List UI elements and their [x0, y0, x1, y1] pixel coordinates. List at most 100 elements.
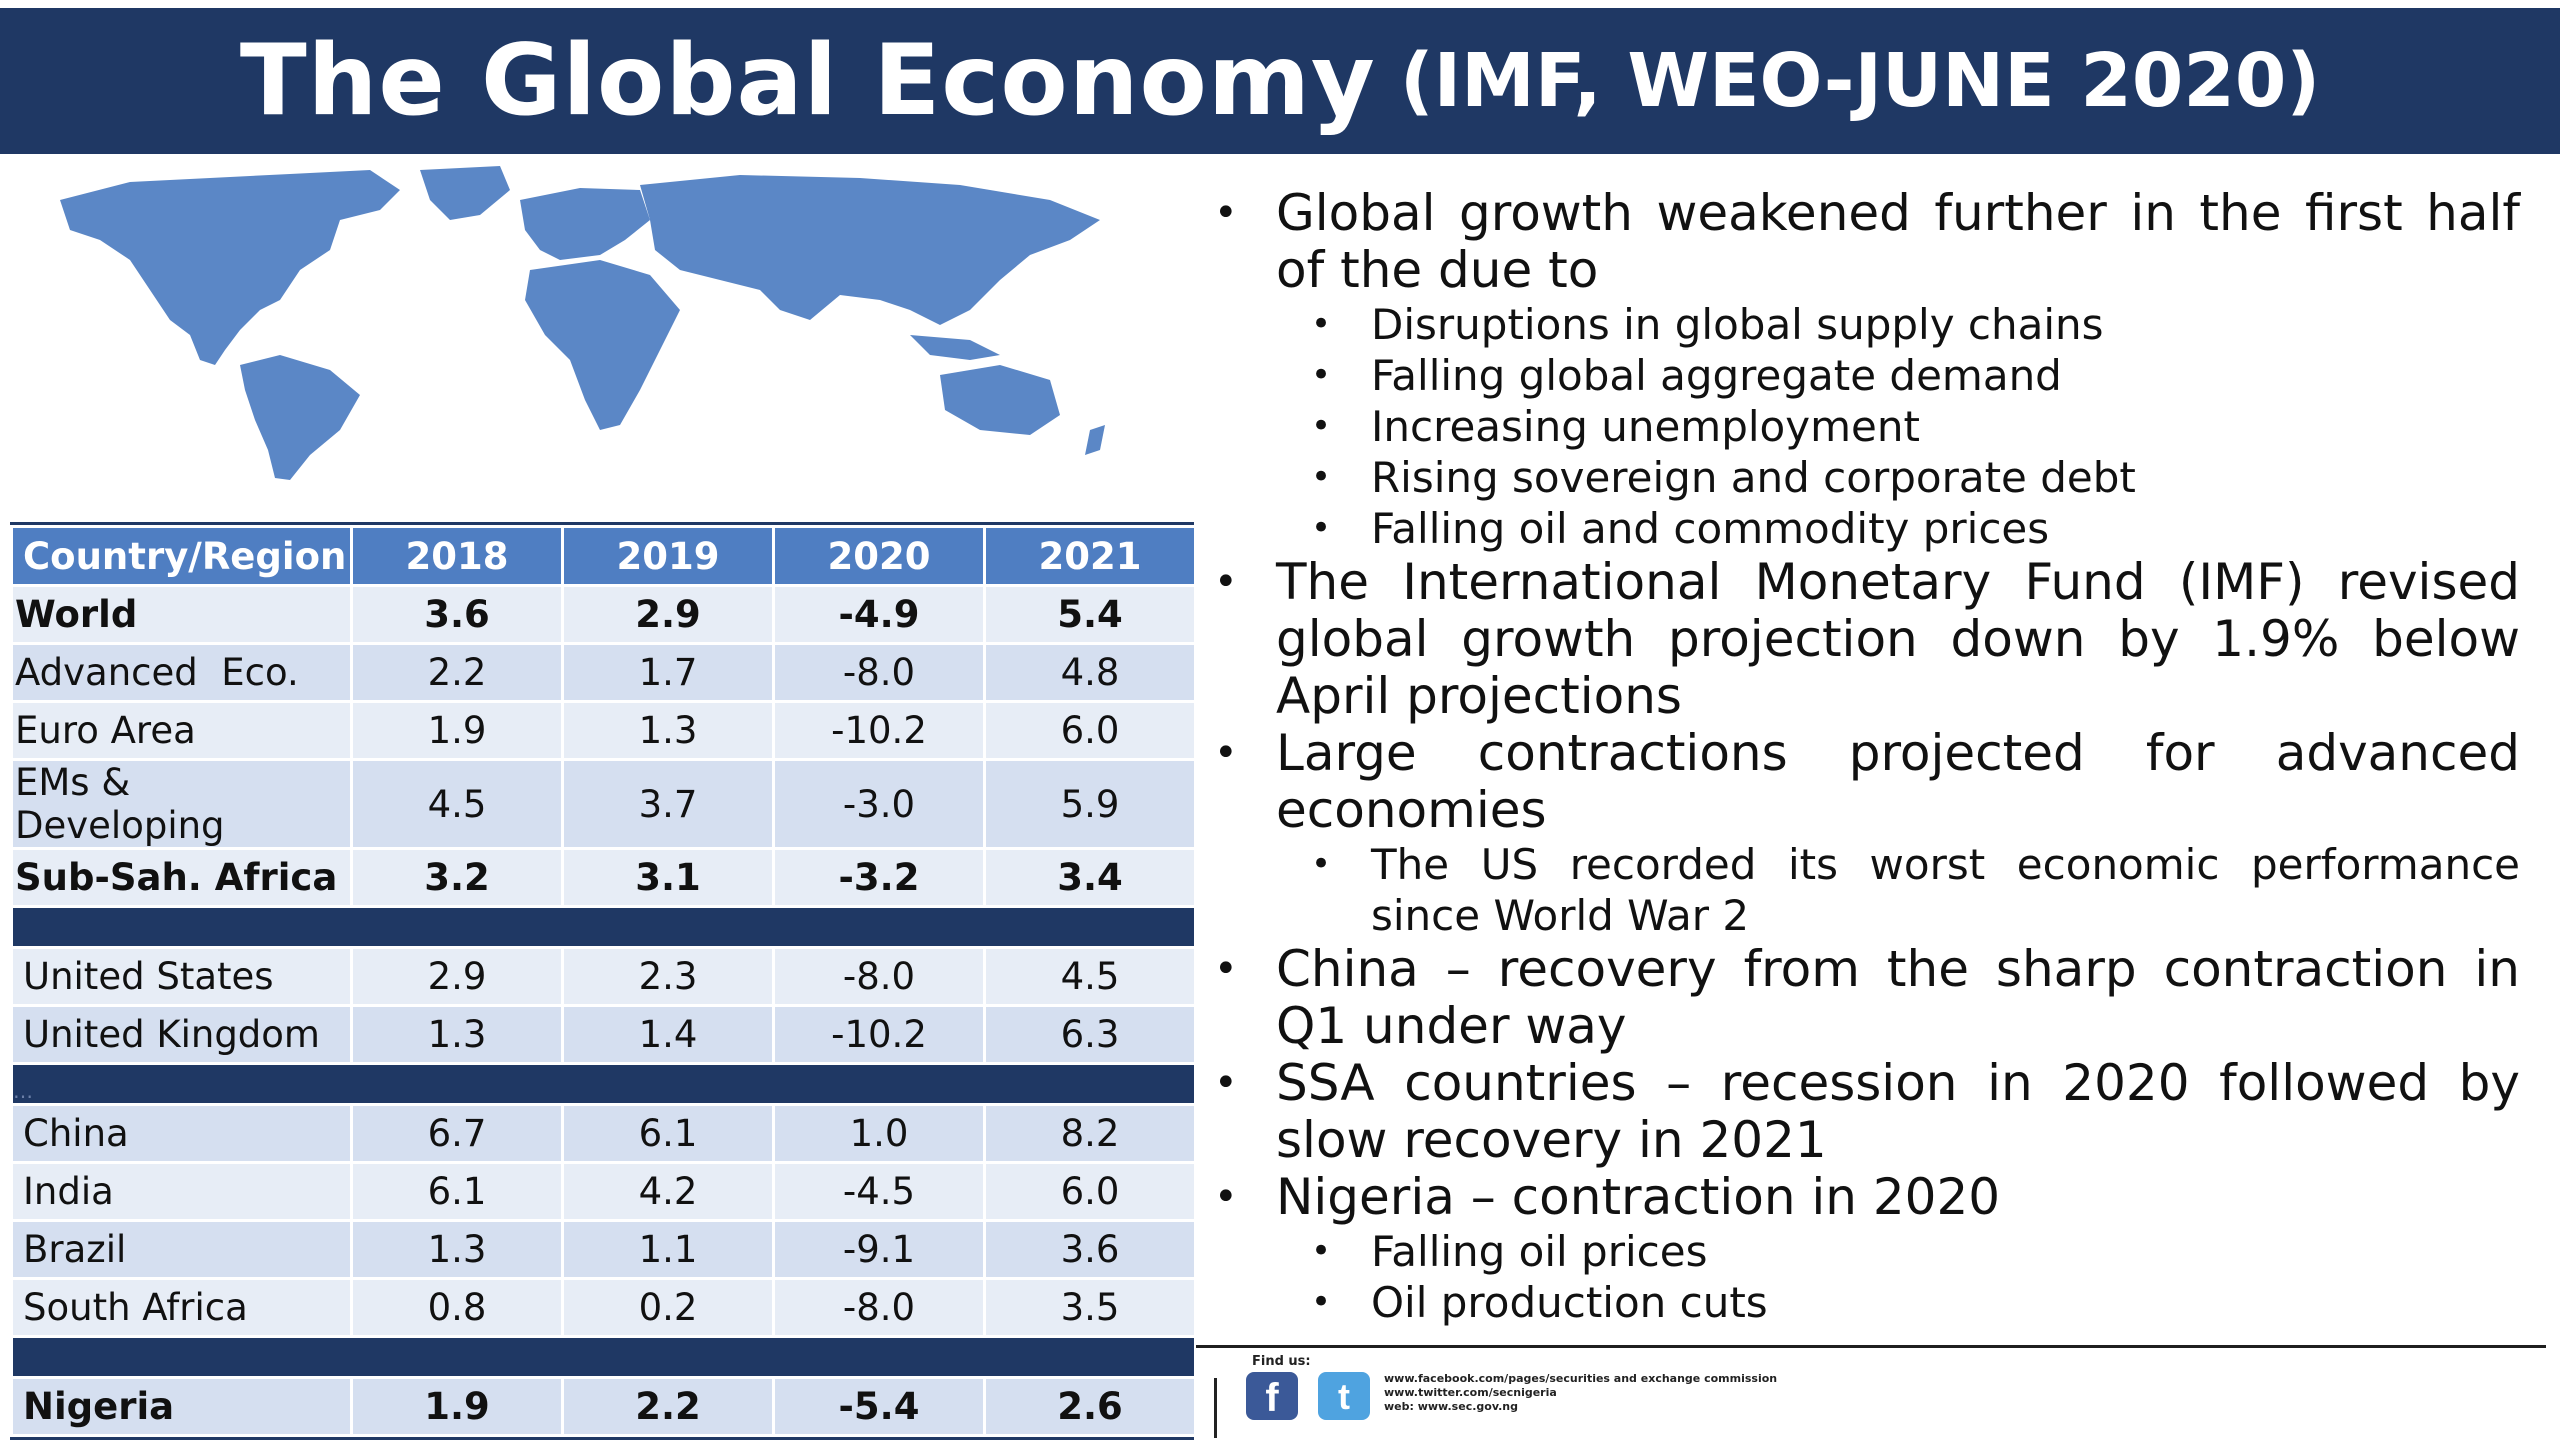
sub-bullet-item: Oil production cuts: [1208, 1277, 2520, 1328]
footer-bar: [1214, 1378, 1217, 1438]
row-label: EMs & Developing: [10, 758, 353, 850]
bullet-list: Global growth weakened further in the fi…: [1208, 185, 2520, 1329]
cell: 3.5: [983, 1277, 1197, 1338]
row-label: Euro Area: [10, 700, 353, 761]
table-row: United States 2.9 2.3 -8.0 4.5: [10, 946, 1197, 1007]
growth-table: Country/Region 2018 2019 2020 2021 World…: [10, 525, 1197, 1437]
table-row: World 3.6 2.9 -4.9 5.4: [10, 584, 1197, 645]
cell: 6.1: [350, 1161, 564, 1222]
cell: 5.4: [983, 584, 1197, 645]
cell: -9.1: [772, 1219, 986, 1280]
row-label: Brazil: [10, 1219, 353, 1280]
footer-links: www.facebook.com/pages/securities and ex…: [1384, 1372, 1777, 1414]
cell: 6.1: [561, 1103, 775, 1164]
cell: 2.6: [983, 1376, 1197, 1437]
row-label: China: [10, 1103, 353, 1164]
cell: 4.5: [983, 946, 1197, 1007]
table-row: Advanced Eco. 2.2 1.7 -8.0 4.8: [10, 642, 1197, 703]
cell: 1.0: [772, 1103, 986, 1164]
page-title: The Global Economy: [239, 24, 1376, 138]
cell: -3.2: [772, 847, 986, 908]
row-label: Nigeria: [10, 1376, 353, 1437]
footer-divider: [1196, 1345, 2546, 1348]
cell: 1.1: [561, 1219, 775, 1280]
cell: -3.0: [772, 758, 986, 850]
col-header-2019: 2019: [561, 525, 775, 587]
table-separator: …: [10, 1062, 1197, 1106]
cell: 3.6: [983, 1219, 1197, 1280]
sub-bullet-item: Rising sovereign and corporate debt: [1208, 452, 2520, 503]
cell: 2.2: [350, 642, 564, 703]
bullet-item: The International Monetary Fund (IMF) re…: [1208, 554, 2520, 725]
row-label: Sub-Sah. Africa: [10, 847, 353, 908]
table-row: Brazil 1.3 1.1 -9.1 3.6: [10, 1219, 1197, 1280]
cell: -8.0: [772, 642, 986, 703]
table-row: Sub-Sah. Africa 3.2 3.1 -3.2 3.4: [10, 847, 1197, 908]
col-header-2021: 2021: [983, 525, 1197, 587]
row-label: United States: [10, 946, 353, 1007]
page-subtitle: (IMF, WEO-JUNE 2020): [1399, 38, 2321, 124]
cell: 1.9: [350, 700, 564, 761]
sub-bullet-item: Increasing unemployment: [1208, 401, 2520, 452]
sub-bullet-item: Disruptions in global supply chains: [1208, 299, 2520, 350]
bullet-item: Large contractions projected for advance…: [1208, 725, 2520, 839]
cell: 5.9: [983, 758, 1197, 850]
table-row-nigeria: Nigeria 1.9 2.2 -5.4 2.6: [10, 1376, 1197, 1437]
cell: 2.2: [561, 1376, 775, 1437]
row-label: India: [10, 1161, 353, 1222]
cell: 3.4: [983, 847, 1197, 908]
cell: 6.0: [983, 700, 1197, 761]
cell: 4.8: [983, 642, 1197, 703]
table-row: EMs & Developing 4.5 3.7 -3.0 5.9: [10, 758, 1197, 850]
bullet-item: China – recovery from the sharp contract…: [1208, 941, 2520, 1055]
cell: 6.3: [983, 1004, 1197, 1065]
cell: 3.2: [350, 847, 564, 908]
row-label: United Kingdom: [10, 1004, 353, 1065]
cell: -5.4: [772, 1376, 986, 1437]
cell: -10.2: [772, 700, 986, 761]
table-header-row: Country/Region 2018 2019 2020 2021: [10, 525, 1197, 587]
table-row: India 6.1 4.2 -4.5 6.0: [10, 1161, 1197, 1222]
cell: 6.7: [350, 1103, 564, 1164]
cell: 6.0: [983, 1161, 1197, 1222]
sub-bullet-item: Falling oil and commodity prices: [1208, 503, 2520, 554]
twitter-link[interactable]: www.twitter.com/secnigeria: [1384, 1386, 1557, 1399]
sub-bullet-item: The US recorded its worst economic perfo…: [1208, 839, 2520, 941]
cell: 1.9: [350, 1376, 564, 1437]
twitter-icon[interactable]: t: [1318, 1372, 1370, 1420]
cell: -8.0: [772, 1277, 986, 1338]
cell: 1.4: [561, 1004, 775, 1065]
separator-dots: …: [10, 1062, 1197, 1106]
cell: 3.7: [561, 758, 775, 850]
table-row: United Kingdom 1.3 1.4 -10.2 6.3: [10, 1004, 1197, 1065]
table-separator: [10, 905, 1197, 949]
world-map-image: [60, 166, 1105, 480]
cell: -4.5: [772, 1161, 986, 1222]
cell: 1.7: [561, 642, 775, 703]
table-row: Euro Area 1.9 1.3 -10.2 6.0: [10, 700, 1197, 761]
website-link[interactable]: web: www.sec.gov.ng: [1384, 1400, 1518, 1413]
cell: 2.3: [561, 946, 775, 1007]
row-label: South Africa: [10, 1277, 353, 1338]
col-header-2020: 2020: [772, 525, 986, 587]
cell: 2.9: [350, 946, 564, 1007]
bullet-item: Global growth weakened further in the fi…: [1208, 185, 2520, 299]
cell: 1.3: [561, 700, 775, 761]
find-us-label: Find us:: [1252, 1354, 1311, 1369]
facebook-icon[interactable]: f: [1246, 1372, 1298, 1420]
cell: 3.1: [561, 847, 775, 908]
cell: 3.6: [350, 584, 564, 645]
cell: -4.9: [772, 584, 986, 645]
cell: -8.0: [772, 946, 986, 1007]
row-label: World: [10, 584, 353, 645]
cell: 1.3: [350, 1219, 564, 1280]
cell: 0.8: [350, 1277, 564, 1338]
cell: -10.2: [772, 1004, 986, 1065]
cell: 1.3: [350, 1004, 564, 1065]
bullet-item: Nigeria – contraction in 2020: [1208, 1169, 2520, 1227]
table-row: China 6.7 6.1 1.0 8.2: [10, 1103, 1197, 1164]
cell: 2.9: [561, 584, 775, 645]
cell: 4.2: [561, 1161, 775, 1222]
facebook-link[interactable]: www.facebook.com/pages/securities and ex…: [1384, 1372, 1778, 1385]
title-banner: The Global Economy (IMF, WEO-JUNE 2020): [0, 8, 2560, 154]
